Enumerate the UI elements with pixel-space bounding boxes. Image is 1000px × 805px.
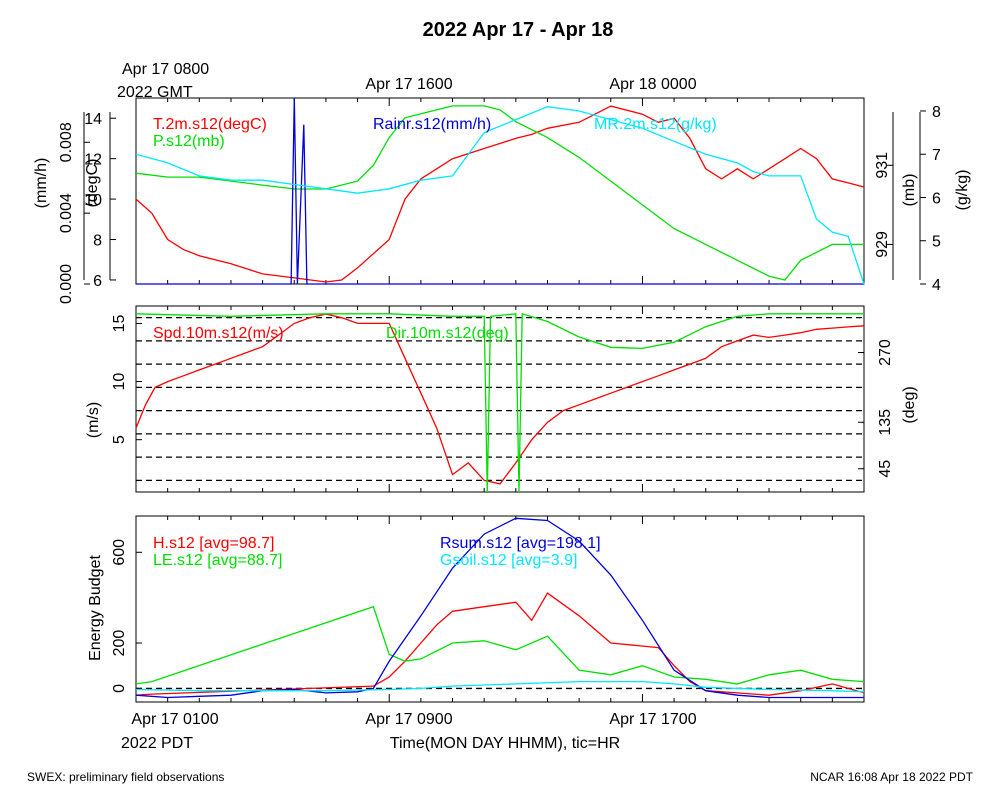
tick-label-degc-0: 6	[93, 273, 102, 290]
top-axis-label-2: Apr 18 0000	[609, 76, 696, 93]
tick-label-degc-2: 10	[84, 192, 102, 209]
legend-wind-speed: Spd.10m.s12(m/s)	[153, 325, 284, 342]
series-meteorology-3	[135, 106, 865, 285]
tick-label-gkg-4: 8	[932, 104, 941, 121]
series-meteorology-1	[135, 105, 864, 281]
series-meteorology-0	[135, 105, 865, 283]
legend-temperature: T.2m.s12(degC)	[153, 116, 267, 133]
tick-label-gkg-3: 7	[932, 147, 941, 164]
tick-label-mmh-0: 0.000	[58, 264, 75, 304]
tick-label-degc-3: 12	[84, 152, 102, 169]
legend-radiation-sum: Rsum.s12 [avg=198.1]	[440, 535, 601, 552]
top-axis-label-1: Apr 17 1600	[365, 76, 452, 93]
tick-label-deg-0: 45	[877, 460, 894, 478]
axis-title-energy: Energy Budget	[87, 555, 104, 661]
top-axis-label-0: Apr 17 0800	[122, 61, 209, 78]
reference-lines	[136, 317, 864, 690]
tick-label-energy-1: 200	[111, 630, 128, 657]
panel-frame-wind	[135, 305, 865, 493]
tick-label-deg-2: 270	[877, 339, 894, 366]
axis-title-gkg: (g/kg)	[954, 170, 971, 211]
top-axis-sublabel: 2022 GMT	[117, 84, 193, 101]
legend-wind-direction: Dir.10m.s12(deg)	[386, 325, 509, 342]
tick-label-deg-1: 135	[877, 409, 894, 436]
tick-label-mmh-2: 0.008	[58, 122, 75, 162]
legend-latent-heat: LE.s12 [avg=88.7]	[153, 552, 282, 569]
tick-label-degc-4: 14	[84, 111, 102, 128]
footer-right: NCAR 16:08 Apr 18 2022 PDT	[810, 770, 973, 784]
tick-label-gkg-0: 4	[932, 277, 941, 294]
series-wind-0	[135, 313, 865, 485]
legend-pressure: P.s12(mb)	[153, 133, 225, 150]
axis-title-mb: (mb)	[901, 174, 918, 207]
tick-label-ms-1: 10	[111, 373, 128, 391]
series-energy-3	[135, 680, 865, 693]
bottom-axis-label-1: Apr 17 0900	[365, 711, 452, 728]
bottom-axis-label-0: Apr 17 0100	[131, 711, 218, 728]
footer-left: SWEX: preliminary field observations	[27, 770, 224, 784]
tick-label-ms-0: 5	[111, 435, 128, 444]
bottom-axis-title: Time(MON DAY HHMM), tic=HR	[390, 735, 620, 752]
tick-label-energy-0: 0	[111, 684, 128, 693]
tick-label-energy-2: 600	[111, 539, 128, 566]
legend-mixing-ratio: MR.2m.s12(g/kg)	[594, 116, 717, 133]
axis-ticks: 681012140.0000.0040.00892993145678510154…	[58, 98, 941, 702]
axis-title-mmh: (mm/h)	[33, 158, 50, 209]
tick-label-mmh-1: 0.004	[58, 193, 75, 233]
series-meteorology-2	[136, 97, 864, 285]
bottom-axis-label-2: Apr 17 1700	[609, 711, 696, 728]
chart-title: 2022 Apr 17 - Apr 18	[423, 19, 614, 41]
tick-label-mb-1: 931	[874, 152, 891, 179]
series-energy-0	[135, 592, 865, 696]
data-series	[135, 97, 865, 699]
legend-sensible-heat: H.s12 [avg=98.7]	[153, 535, 274, 552]
tick-label-gkg-2: 6	[932, 190, 941, 207]
axis-title-degc: (degC)	[84, 159, 101, 208]
axis-title-ms: (m/s)	[85, 402, 102, 438]
tick-label-mb-0: 929	[874, 231, 891, 258]
legend-soil-heat: Gsoil.s12 [avg=3.9]	[440, 552, 577, 569]
panel-frame-energy	[135, 515, 865, 703]
tick-label-degc-1: 8	[93, 233, 102, 250]
legend-rain-rate: Rainr.s12(mm/h)	[373, 116, 491, 133]
tick-label-ms-2: 15	[111, 314, 128, 332]
axis-title-deg: (deg)	[901, 386, 918, 423]
series-energy-1	[135, 605, 865, 685]
series-wind-1	[135, 312, 864, 493]
bottom-axis-sublabel: 2022 PDT	[121, 735, 193, 752]
tick-label-gkg-1: 5	[932, 234, 941, 251]
